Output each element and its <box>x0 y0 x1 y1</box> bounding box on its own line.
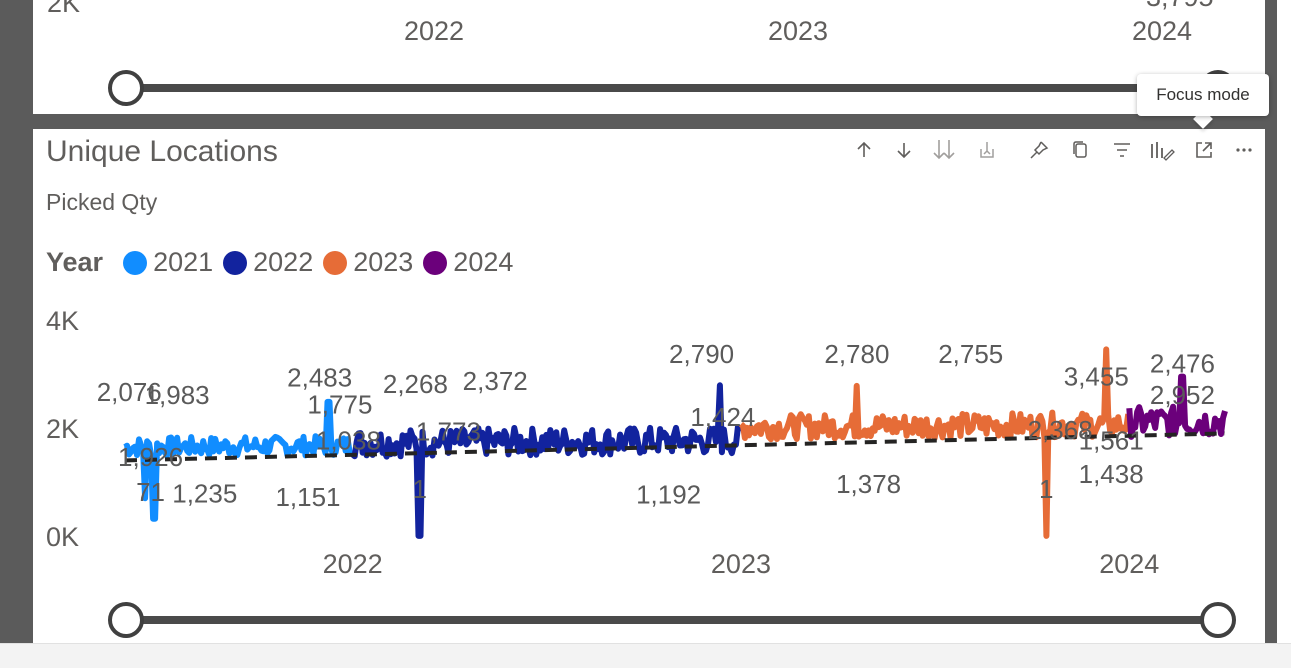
x-axis: 2022 2023 2024 <box>323 549 1160 579</box>
visual-subtitle: Picked Qty <box>46 189 158 215</box>
drill-up-icon[interactable] <box>851 137 877 163</box>
focus-mode-tooltip: Focus mode <box>1137 74 1269 116</box>
y-tick-label: 2K <box>47 0 81 18</box>
x-tick-label: 2022 <box>403 16 465 46</box>
legend-label: 2021 <box>153 247 214 277</box>
data-label: 1,235 <box>172 479 237 509</box>
series-line-2023[interactable] <box>738 346 1132 539</box>
x-tick-label: 2022 <box>323 549 383 579</box>
slider-end-handle[interactable] <box>1200 602 1236 638</box>
data-label: 2,780 <box>824 339 889 369</box>
data-label: 2,076 <box>97 377 162 407</box>
focus-mode-icon[interactable] <box>1191 137 1217 163</box>
data-label: 1,438 <box>1079 459 1144 489</box>
x-tick-label: 2023 <box>711 549 771 579</box>
data-label: 2,368 <box>1028 415 1093 445</box>
legend: Year 2021 2022 2023 2024 <box>46 247 523 278</box>
data-label: 1,983 <box>145 380 210 410</box>
data-label: 71 <box>136 477 165 507</box>
slider-start-handle[interactable] <box>108 602 144 638</box>
legend-title: Year <box>46 247 104 277</box>
x-tick-label: 2023 <box>767 16 829 46</box>
legend-label: 2022 <box>253 247 314 277</box>
data-label: 1 <box>1039 474 1053 504</box>
expand-next-level-icon[interactable] <box>931 137 957 163</box>
x-tick-label: 2024 <box>1099 549 1159 579</box>
date-range-slider-track[interactable] <box>123 616 1223 624</box>
legend-label: 2023 <box>353 247 414 277</box>
data-label: 1,775 <box>307 389 372 419</box>
legend-marker-icon <box>423 250 448 275</box>
unique-locations-visual[interactable]: Unique Locations Picked Qty Year 2021 20… <box>33 129 1265 649</box>
data-label: 1,424 <box>690 402 755 432</box>
slider-start-handle[interactable] <box>108 70 144 106</box>
data-label: 1,192 <box>636 480 701 510</box>
data-label: 2,790 <box>669 339 734 369</box>
legend-item-2024[interactable]: 2024 <box>423 247 513 278</box>
data-label: 1,561 <box>1079 426 1144 456</box>
series-line-2022[interactable] <box>350 382 743 539</box>
y-tick-label: 4K <box>46 306 79 336</box>
legend-marker-icon <box>223 250 248 275</box>
legend-marker-icon <box>123 250 148 275</box>
y-axis: 4K 2K 0K <box>46 306 79 552</box>
data-label: 2,268 <box>383 369 448 399</box>
data-label: 1,926 <box>118 442 183 472</box>
data-label: 3,795 <box>1146 0 1214 13</box>
expand-hierarchy-icon[interactable] <box>974 137 1000 163</box>
data-label: 2,483 <box>287 362 352 392</box>
data-label: 1,151 <box>275 482 340 512</box>
status-bar <box>0 643 1291 668</box>
filter-icon[interactable] <box>1109 137 1135 163</box>
legend-item-2022[interactable]: 2022 <box>223 247 313 278</box>
y-tick-label: 2K <box>46 414 79 444</box>
x-tick-label: 2024 <box>1131 16 1193 46</box>
legend-marker-icon <box>323 250 348 275</box>
trend-line <box>124 431 1226 463</box>
format-visual-icon[interactable] <box>1149 137 1175 163</box>
right-report-edge <box>1277 0 1291 643</box>
data-label: 2,372 <box>463 366 528 396</box>
date-range-slider-track[interactable] <box>123 84 1223 92</box>
previous-visual[interactable]: 2K 3,795 2022 2023 2024 <box>33 0 1265 114</box>
data-label: 2,952 <box>1150 380 1215 410</box>
data-label: 1,038 <box>316 426 381 456</box>
data-label: 2,755 <box>938 339 1003 369</box>
copy-icon[interactable] <box>1067 137 1093 163</box>
series-line-2021[interactable] <box>123 398 354 522</box>
legend-item-2021[interactable]: 2021 <box>123 247 213 278</box>
visual-title: Unique Locations <box>46 135 278 168</box>
data-label: 1,773 <box>416 416 481 446</box>
data-label: 1 <box>412 474 426 504</box>
legend-label: 2024 <box>453 247 514 277</box>
data-label: 3,455 <box>1064 361 1129 391</box>
drill-down-icon[interactable] <box>891 137 917 163</box>
pin-icon[interactable] <box>1026 137 1052 163</box>
data-label: 1,378 <box>836 469 901 499</box>
y-tick-label: 0K <box>46 522 79 552</box>
more-options-icon[interactable] <box>1231 137 1257 163</box>
trend-layer <box>124 431 1226 463</box>
data-label: 2,476 <box>1150 348 1215 378</box>
legend-item-2023[interactable]: 2023 <box>323 247 413 278</box>
